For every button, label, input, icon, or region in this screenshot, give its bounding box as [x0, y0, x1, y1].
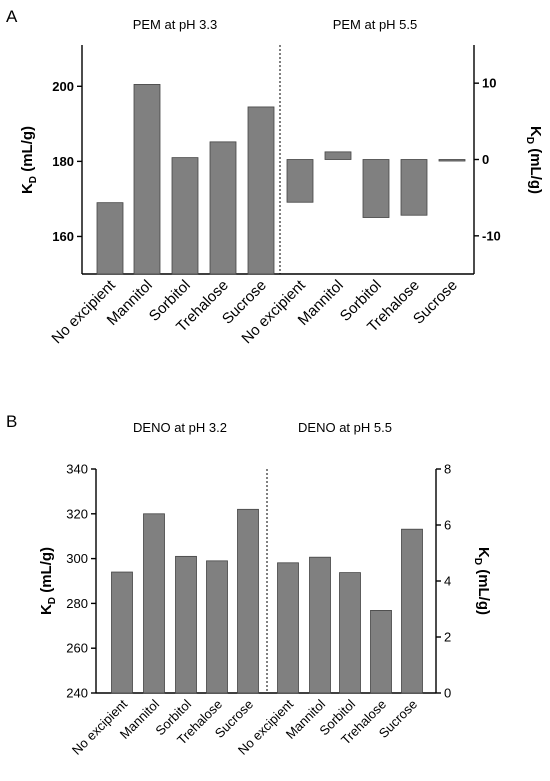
- panel-a-left-y-ticks: 160 180 200: [52, 79, 82, 244]
- panel-a-right-bar-sorbitol: [362, 159, 390, 218]
- panel-a-right-bar-mannitol: [324, 151, 352, 160]
- panel-a-right-bar-no-excipient: [286, 159, 314, 203]
- panel-b-letter: B: [6, 412, 17, 431]
- panel-b-left-title: DENO at pH 3.2: [133, 420, 227, 435]
- panel-b-right-bar-mannitol: [309, 556, 331, 694]
- panel-a-right-ylabel: KD (mL/g): [524, 126, 544, 194]
- panel-b-left-y-ticks: 240 260 280 300 320 340: [66, 462, 96, 701]
- panel-b-right-tick-label: 0: [444, 686, 451, 701]
- panel-a-right-tick-label: -10: [482, 228, 501, 243]
- panel-a-left-tick-label: 160: [52, 229, 74, 244]
- panel-b-right-bar-sucrose: [401, 528, 423, 694]
- panel-b-left-bar-mannitol: [143, 513, 165, 694]
- panel-a-left-ylabel: KD (mL/g): [19, 126, 39, 194]
- panel-b-left-tick-label: 240: [66, 686, 88, 701]
- panel-a-right-y-ticks: -10 0 10: [474, 76, 501, 243]
- panel-a: A PEM at pH 3.3 PEM at pH 5.5 KD (mL/g) …: [6, 7, 544, 347]
- panel-a-right-tick-label: 0: [482, 152, 489, 167]
- panel-b-right-title: DENO at pH 5.5: [298, 420, 392, 435]
- panel-a-category-labels: No excipientMannitolSorbitolTrehaloseSuc…: [48, 276, 460, 347]
- panel-b: B DENO at pH 3.2 DENO at pH 5.5 KD (mL/g…: [6, 412, 492, 758]
- panel-b-right-bar-trehalose: [370, 610, 392, 694]
- panel-a-right-tick-label: 10: [482, 76, 496, 91]
- panel-b-left-bar-sorbitol: [175, 555, 197, 694]
- panel-b-right-tick-label: 6: [444, 518, 451, 533]
- panel-b-left-tick-label: 280: [66, 596, 88, 611]
- panel-b-left-tick-label: 320: [66, 506, 88, 521]
- panel-a-letter: A: [6, 7, 18, 26]
- panel-a-left-bar-trehalose: [209, 141, 237, 275]
- panel-b-right-y-ticks: 0 2 4 6 8: [436, 462, 451, 701]
- panel-b-left-bars: [111, 508, 259, 694]
- panel-b-right-bars: [277, 528, 423, 694]
- panel-b-right-tick-label: 4: [444, 574, 451, 589]
- panel-b-right-bar-sorbitol: [339, 572, 361, 694]
- panel-a-left-bar-sorbitol: [171, 157, 199, 275]
- panel-b-right-tick-label: 8: [444, 462, 451, 477]
- panel-b-right-ylabel: KD (mL/g): [472, 547, 492, 615]
- panel-a-left-tick-label: 180: [52, 154, 74, 169]
- panel-b-category-labels: No excipientMannitolSorbitolTrehaloseSuc…: [69, 696, 420, 757]
- panel-b-left-bar-trehalose: [206, 560, 228, 694]
- panel-b-left-tick-label: 260: [66, 641, 88, 656]
- panel-a-left-bar-no-excipient: [96, 202, 124, 275]
- panel-a-right-bar-sucrose: [438, 159, 466, 162]
- panel-b-left-tick-label: 300: [66, 551, 88, 566]
- panel-a-left-title: PEM at pH 3.3: [133, 17, 218, 32]
- panel-b-right-bar-no-excipient: [277, 562, 299, 694]
- panel-a-left-bar-sucrose: [247, 106, 275, 275]
- panel-a-left-tick-label: 200: [52, 79, 74, 94]
- panel-a-right-bars: [286, 151, 466, 218]
- panel-b-left-tick-label: 340: [66, 462, 88, 477]
- panel-a-right-bar-trehalose: [400, 159, 428, 216]
- panel-b-left-bar-no-excipient: [111, 571, 133, 694]
- panel-a-left-bars: [96, 84, 275, 275]
- panel-a-right-title: PEM at pH 5.5: [333, 17, 418, 32]
- panel-a-left-bar-mannitol: [133, 84, 161, 275]
- panel-b-left-ylabel: KD (mL/g): [38, 547, 58, 615]
- panel-b-right-tick-label: 2: [444, 630, 451, 645]
- panel-b-left-bar-sucrose: [237, 508, 259, 694]
